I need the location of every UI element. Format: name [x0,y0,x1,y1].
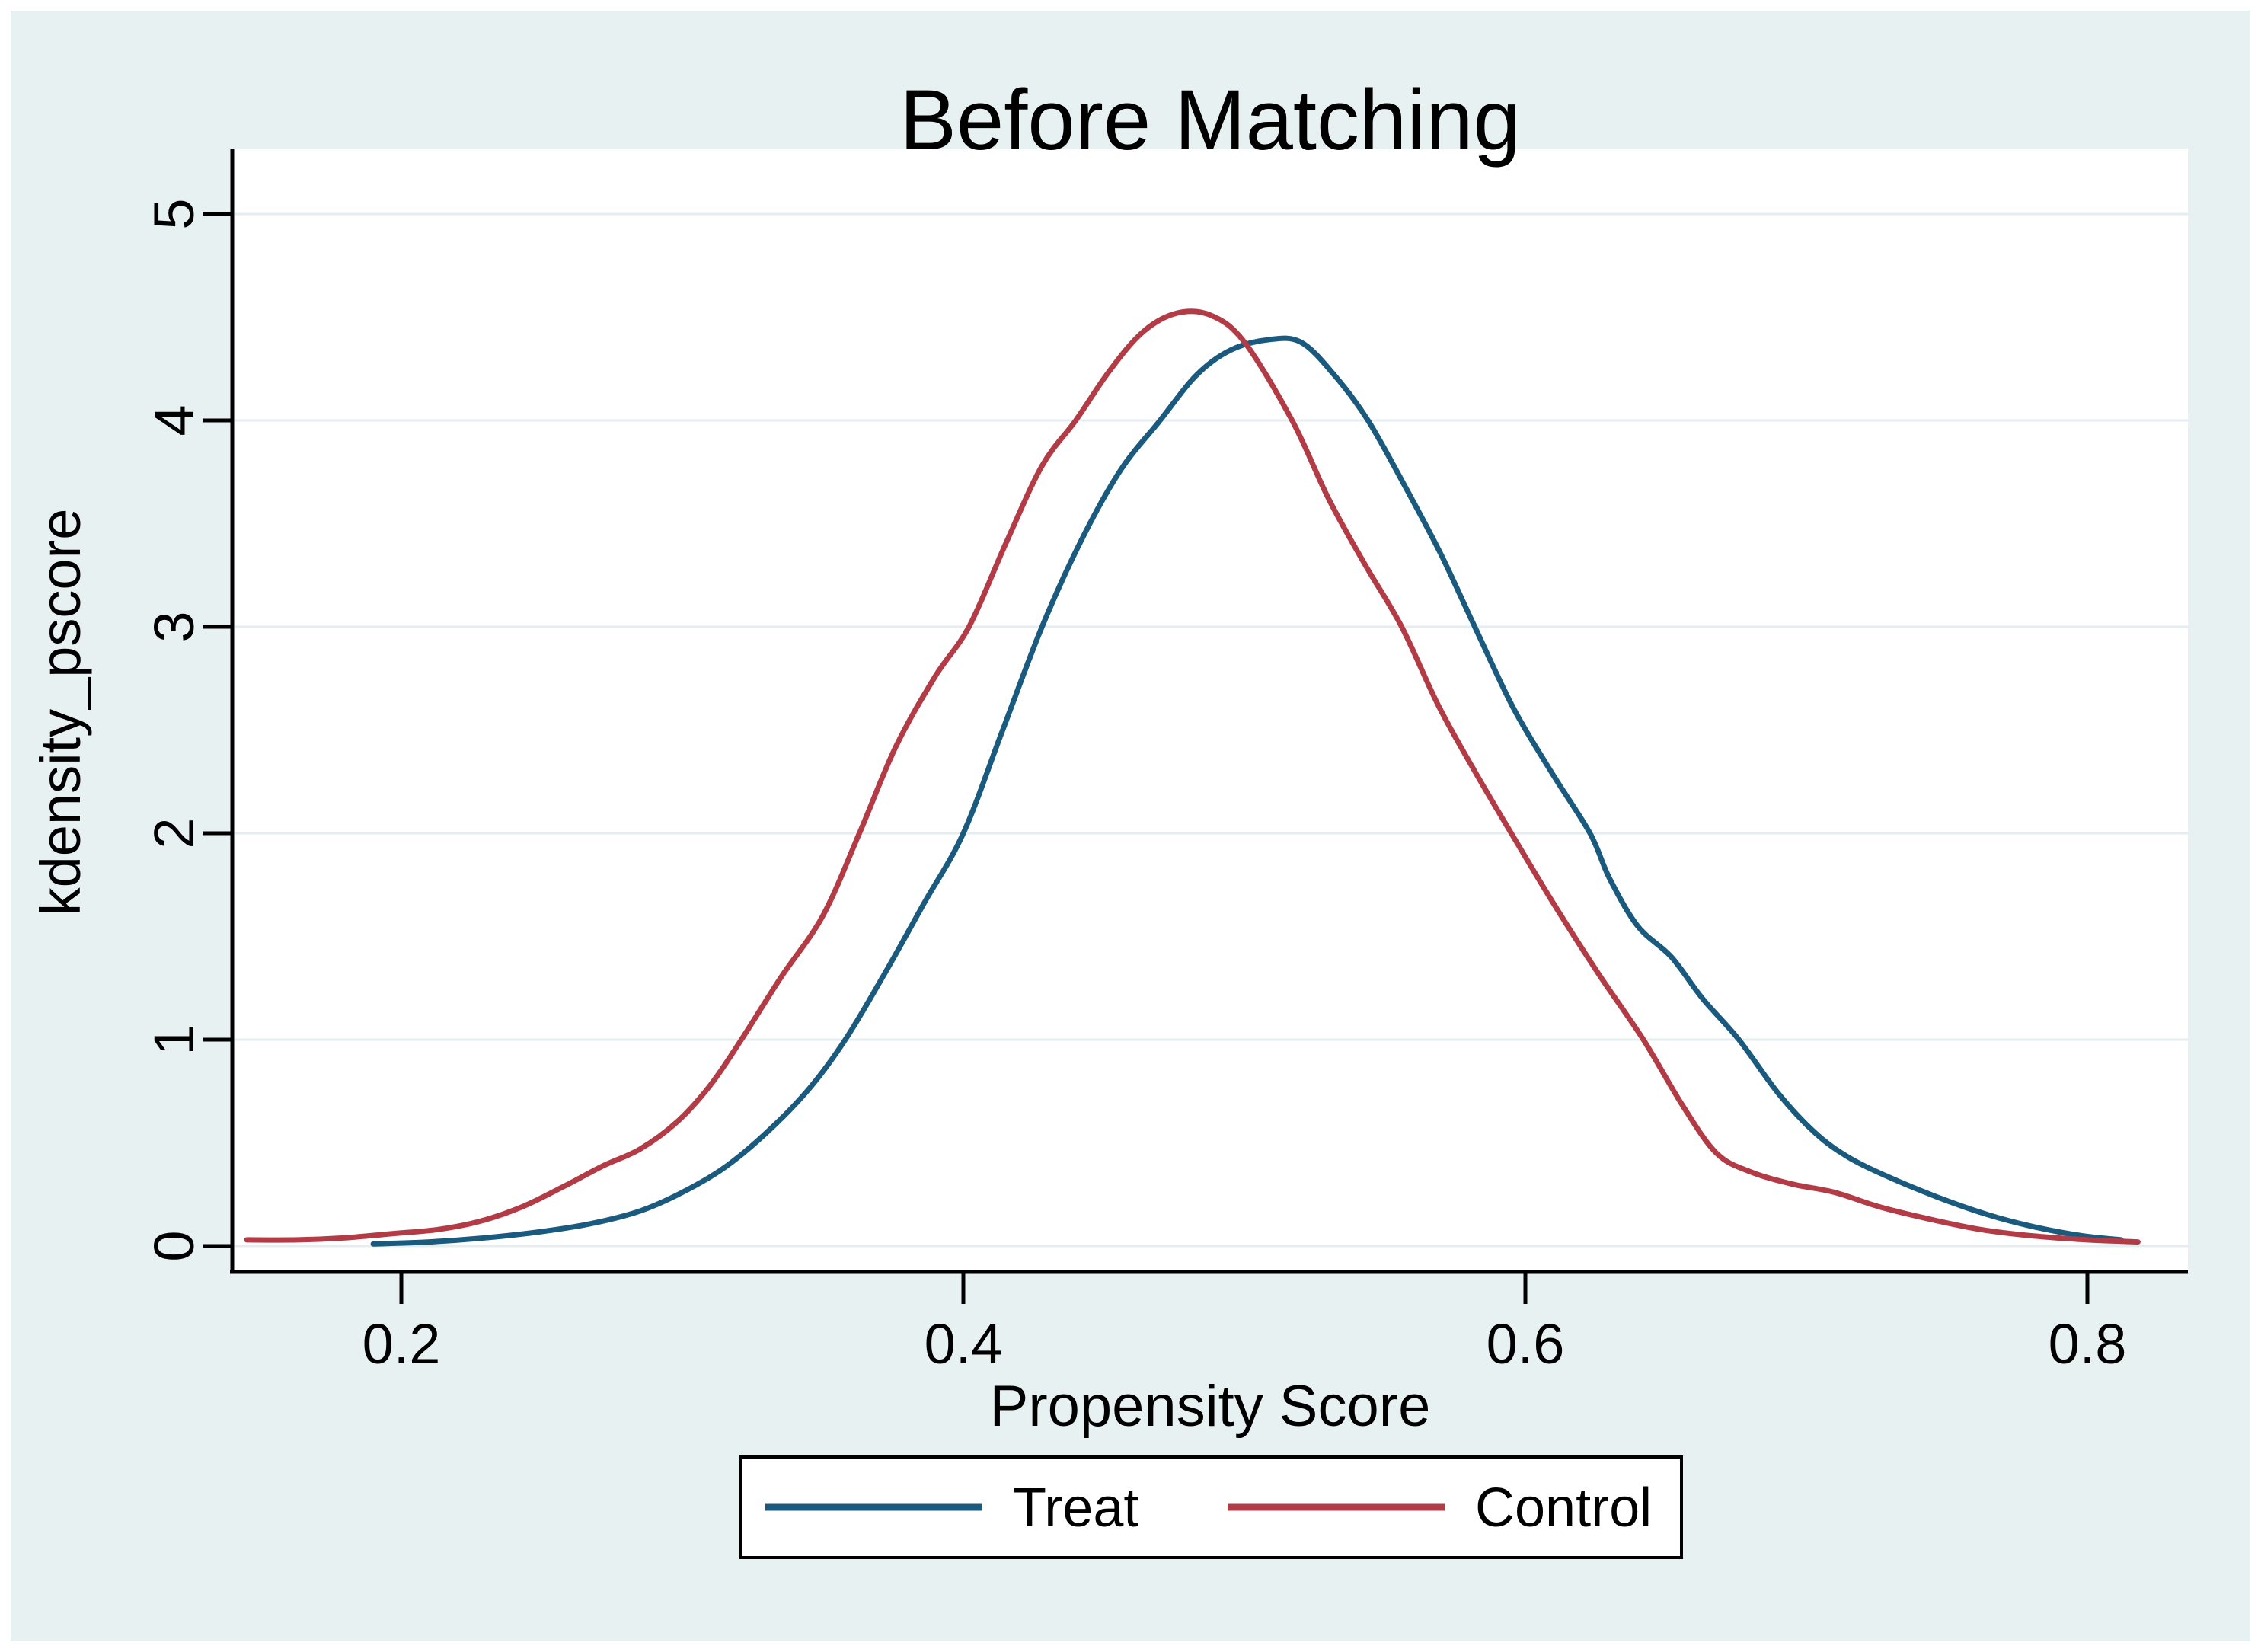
x-tick-label: 0.8 [2049,1312,2127,1376]
x-axis-label: Propensity Score [990,1374,1431,1439]
legend-control-label: Control [1475,1478,1652,1539]
x-tick-label: 0.2 [362,1312,441,1376]
y-axis-ticks: 0 1 2 3 4 5 [142,198,232,1262]
y-tick-label: 1 [142,1024,206,1055]
y-tick-label: 0 [142,1230,206,1261]
gridlines [235,212,2188,1248]
x-tick-label: 0.4 [925,1312,1003,1376]
y-tick-label: 5 [142,198,206,229]
y-tick-label: 3 [142,611,206,642]
density-curves [244,308,2141,1247]
x-axis-ticks: 0.2 0.4 0.6 0.8 [362,1272,2127,1376]
y-tick-label: 2 [142,817,206,848]
legend: Treat Control [739,1455,1683,1559]
control-density-curve [244,308,2141,1245]
plot-panel [232,149,2188,1272]
treat-density-curve [370,335,2124,1247]
legend-treat-label: Treat [1013,1478,1138,1539]
y-tick-label: 4 [142,404,206,436]
y-axis-label: kdensity_pscore [29,509,92,916]
x-tick-label: 0.6 [1487,1312,1565,1376]
chart-title: Before Matching [899,72,1521,168]
axes [230,149,2188,1274]
